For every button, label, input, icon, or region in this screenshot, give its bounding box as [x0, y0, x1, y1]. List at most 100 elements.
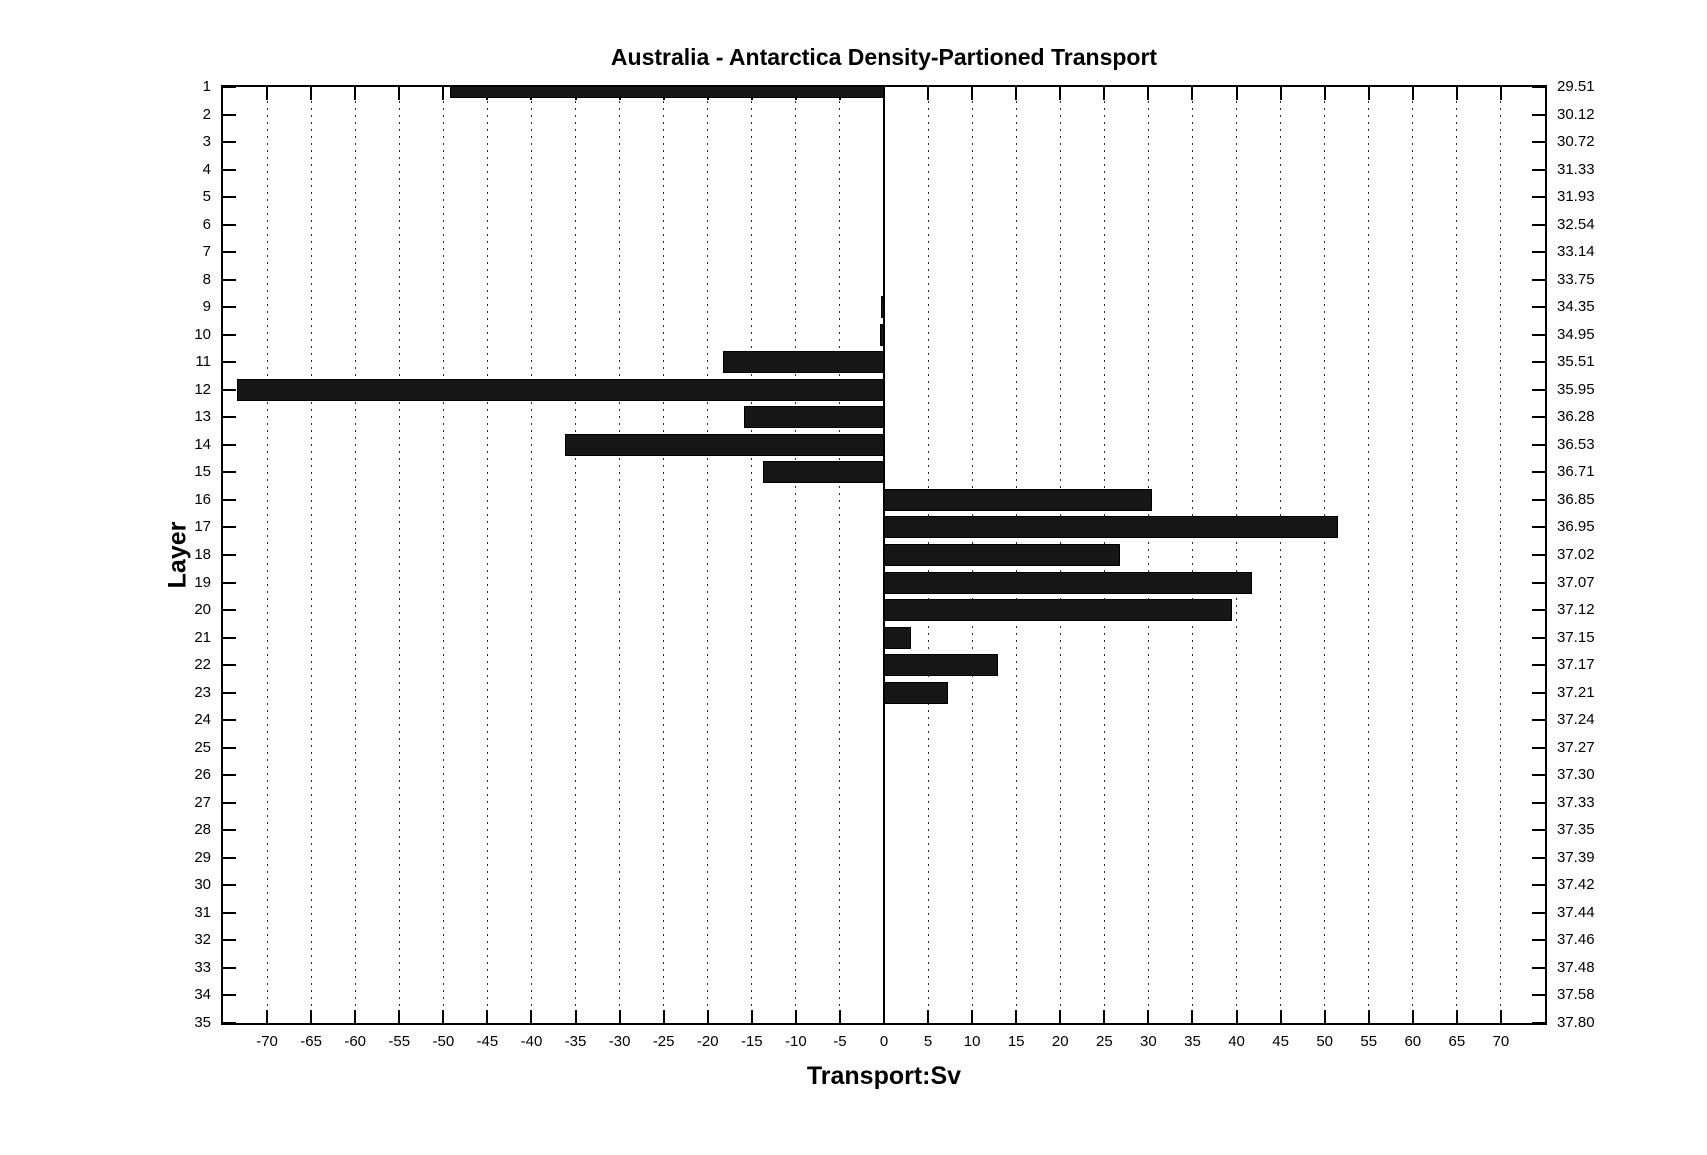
layer-tick-right [1532, 388, 1545, 391]
layer-tick-left [223, 498, 236, 501]
density-label: 36.28 [1557, 408, 1595, 426]
density-label: 34.35 [1557, 298, 1595, 316]
layer-label: 20 [194, 601, 211, 619]
density-label: 37.35 [1557, 821, 1595, 839]
x-tick-bottom [1323, 1010, 1326, 1023]
x-tick-label: 30 [1140, 1033, 1157, 1050]
x-tick-top [1103, 87, 1106, 100]
x-tick-label: -5 [833, 1033, 847, 1050]
layer-tick-right [1532, 416, 1545, 419]
layer-tick-left [223, 113, 236, 116]
layer-tick-right [1532, 361, 1545, 364]
x-tick-label: -15 [740, 1033, 763, 1050]
layer-tick-right [1532, 774, 1545, 777]
density-label: 31.93 [1557, 188, 1595, 206]
density-label: 30.12 [1557, 105, 1595, 123]
layer-label: 27 [194, 793, 211, 811]
x-axis-label: Transport:Sv [806, 1062, 962, 1090]
layer-label: 29 [194, 848, 211, 866]
x-tick-label: -40 [520, 1033, 543, 1050]
bar-layer-21 [884, 626, 912, 649]
x-tick-bottom [1411, 1010, 1414, 1023]
x-tick-label: -20 [696, 1033, 719, 1050]
gridline [310, 87, 313, 1023]
layer-tick-left [223, 443, 236, 446]
x-tick-label: -30 [608, 1033, 631, 1050]
density-label: 37.42 [1557, 876, 1595, 894]
layer-label: 22 [194, 656, 211, 674]
layer-tick-left [223, 278, 236, 281]
x-tick-top [1059, 87, 1062, 100]
x-tick-label: 70 [1492, 1033, 1510, 1050]
gridline [530, 87, 533, 1023]
layer-tick-left [223, 829, 236, 832]
x-tick-label: 35 [1184, 1033, 1201, 1050]
x-tick-top [266, 87, 269, 100]
x-tick-label: 65 [1448, 1033, 1466, 1050]
layer-label: 33 [194, 958, 211, 976]
x-tick-bottom [442, 1010, 445, 1023]
layer-label: 16 [194, 490, 211, 508]
gridline [1456, 87, 1459, 1023]
layer-tick-left [223, 719, 236, 722]
layer-label: 9 [202, 298, 211, 316]
density-label: 35.95 [1557, 380, 1595, 398]
layer-label: 32 [194, 931, 211, 949]
layer-tick-right [1532, 223, 1545, 226]
layer-tick-left [223, 526, 236, 529]
layer-label: 11 [195, 353, 211, 371]
x-tick-bottom [310, 1010, 313, 1023]
layer-tick-left [223, 746, 236, 749]
x-tick-top [442, 87, 445, 100]
layer-tick-right [1532, 141, 1545, 144]
layer-tick-right [1532, 581, 1545, 584]
x-tick-top [1235, 87, 1238, 100]
layer-tick-left [223, 388, 236, 391]
x-tick-label: 50 [1316, 1033, 1333, 1050]
x-tick-label: 0 [879, 1033, 889, 1050]
layer-tick-left [223, 774, 236, 777]
x-tick-bottom [574, 1010, 577, 1023]
layer-tick-right [1532, 498, 1545, 501]
layer-label: 24 [194, 711, 211, 729]
bar-layer-9 [881, 296, 884, 319]
layer-tick-right [1532, 251, 1545, 254]
layer-tick-left [223, 471, 236, 474]
layer-tick-right [1532, 196, 1545, 199]
layer-label: 18 [194, 546, 211, 563]
layer-tick-left [223, 939, 236, 942]
layer-label: 8 [202, 270, 211, 288]
layer-tick-right [1532, 856, 1545, 859]
x-tick-bottom [1499, 1010, 1502, 1023]
x-tick-top [1191, 87, 1194, 100]
x-tick-bottom [1191, 1010, 1194, 1023]
layer-label: 25 [194, 738, 211, 756]
gridline [707, 87, 710, 1023]
x-tick-top [354, 87, 357, 100]
gridline [663, 87, 666, 1023]
layer-tick-left [223, 636, 236, 639]
density-label: 37.12 [1557, 601, 1595, 619]
x-tick-label: -25 [652, 1033, 675, 1050]
density-label: 36.71 [1557, 463, 1595, 481]
layer-tick-right [1532, 746, 1545, 749]
density-label: 31.33 [1557, 160, 1595, 178]
gridline [795, 87, 798, 1023]
layer-label: 12 [194, 380, 211, 398]
layer-tick-right [1532, 939, 1545, 942]
layer-label: 5 [202, 188, 211, 206]
density-label: 36.53 [1557, 435, 1595, 453]
gridline [1324, 87, 1327, 1023]
x-tick-label: 45 [1272, 1033, 1289, 1050]
bar-layer-18 [884, 544, 1121, 566]
layer-tick-right [1532, 168, 1545, 171]
x-tick-bottom [838, 1010, 841, 1023]
density-label: 37.48 [1557, 958, 1595, 976]
layer-tick-right [1532, 719, 1545, 722]
chart-title: Australia - Antarctica Density-Partioned… [610, 44, 1158, 70]
density-label: 37.39 [1557, 848, 1595, 866]
layer-tick-right [1532, 333, 1545, 336]
x-tick-top [310, 87, 313, 100]
bar-layer-10 [880, 323, 884, 346]
gridline [751, 87, 754, 1023]
